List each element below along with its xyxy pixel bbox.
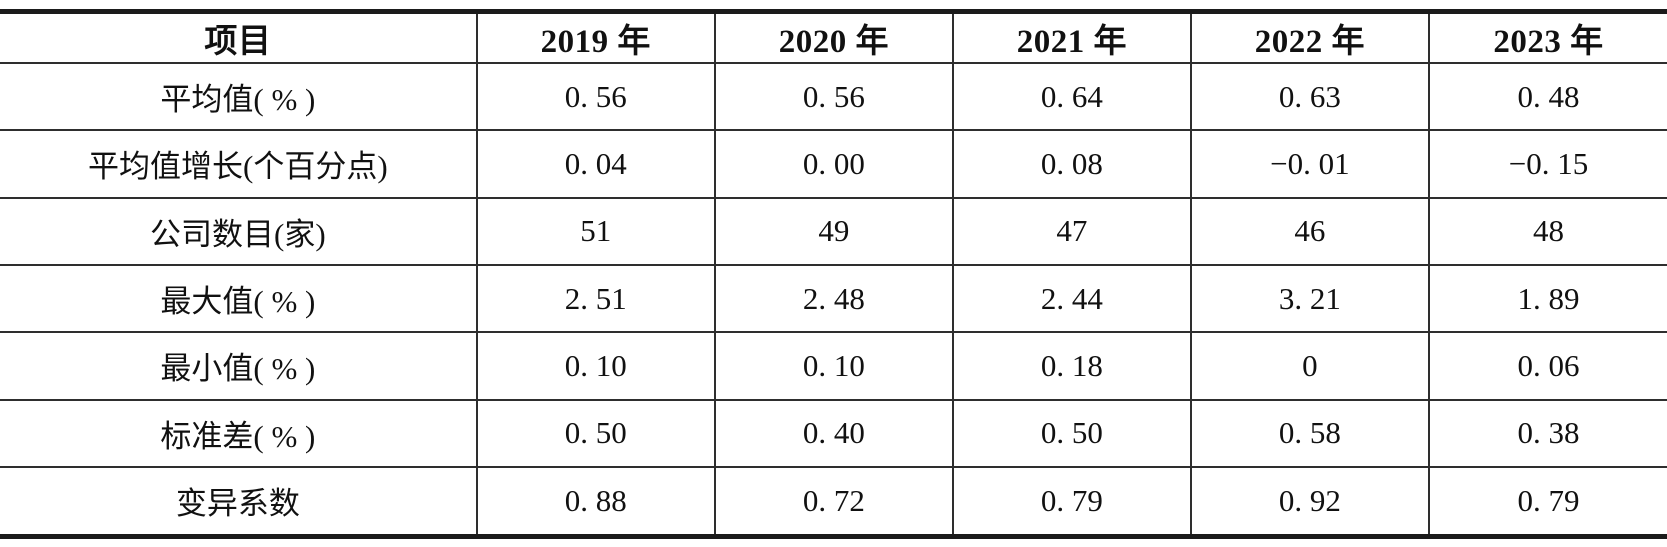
column-header-2022: 2022 年 <box>1190 11 1430 64</box>
statistics-table: 项目 2019 年 2020 年 2021 年 2022 年 2023 年 平均… <box>0 9 1667 539</box>
table-cell: 0. 08 <box>952 130 1192 199</box>
column-header-2020: 2020 年 <box>714 11 954 64</box>
table-cell: 48 <box>1428 197 1667 266</box>
table-row-stddev: 标准差( % ) 0. 50 0. 40 0. 50 0. 58 0. 38 <box>0 399 1667 468</box>
table-row-mean: 平均值( % ) 0. 56 0. 56 0. 64 0. 63 0. 48 <box>0 63 1667 132</box>
table-row-coef-variation: 变异系数 0. 88 0. 72 0. 79 0. 92 0. 79 <box>0 466 1667 538</box>
table-cell: 0. 48 <box>1428 63 1667 132</box>
row-label-stddev: 标准差( % ) <box>0 399 478 468</box>
table-cell: 0. 92 <box>1190 466 1430 538</box>
column-header-2019: 2019 年 <box>476 11 716 64</box>
table-row-min: 最小值( % ) 0. 10 0. 10 0. 18 0 0. 06 <box>0 332 1667 401</box>
table-cell: −0. 15 <box>1428 130 1667 199</box>
table-cell: 1. 89 <box>1428 264 1667 334</box>
table-cell: −0. 01 <box>1190 130 1430 199</box>
table-row-mean-growth: 平均值增长(个百分点) 0. 04 0. 00 0. 08 −0. 01 −0.… <box>0 130 1667 199</box>
row-label-mean: 平均值( % ) <box>0 63 478 132</box>
table-cell: 0. 79 <box>1428 466 1667 538</box>
column-header-item: 项目 <box>0 11 478 64</box>
table-cell: 0. 18 <box>952 332 1192 401</box>
table-cell: 0. 58 <box>1190 399 1430 468</box>
table-cell: 0. 72 <box>714 466 954 538</box>
table-cell: 2. 48 <box>714 264 954 334</box>
table-cell: 0. 40 <box>714 399 954 468</box>
row-label-min: 最小值( % ) <box>0 332 478 401</box>
table-cell: 2. 51 <box>476 264 716 334</box>
table-cell: 49 <box>714 197 954 266</box>
row-label-company-count: 公司数目(家) <box>0 197 478 266</box>
table-cell: 2. 44 <box>952 264 1192 334</box>
table-cell: 51 <box>476 197 716 266</box>
column-header-2021: 2021 年 <box>952 11 1192 64</box>
table-cell: 0. 50 <box>476 399 716 468</box>
table-row-max: 最大值( % ) 2. 51 2. 48 2. 44 3. 21 1. 89 <box>0 264 1667 334</box>
table-cell: 0. 64 <box>952 63 1192 132</box>
table-cell: 0. 50 <box>952 399 1192 468</box>
table-cell: 47 <box>952 197 1192 266</box>
table-cell: 0. 10 <box>714 332 954 401</box>
row-label-coef-variation: 变异系数 <box>0 466 478 538</box>
table-cell: 0. 63 <box>1190 63 1430 132</box>
table-cell: 0. 10 <box>476 332 716 401</box>
table-cell: 0. 56 <box>714 63 954 132</box>
table-cell: 3. 21 <box>1190 264 1430 334</box>
table-cell: 0. 56 <box>476 63 716 132</box>
table-cell: 0. 00 <box>714 130 954 199</box>
table-cell: 0. 88 <box>476 466 716 538</box>
table-row-company-count: 公司数目(家) 51 49 47 46 48 <box>0 197 1667 266</box>
table-cell: 0 <box>1190 332 1430 401</box>
table-cell: 0. 79 <box>952 466 1192 538</box>
table-header-row: 项目 2019 年 2020 年 2021 年 2022 年 2023 年 <box>0 11 1667 64</box>
table-cell: 0. 38 <box>1428 399 1667 468</box>
row-label-mean-growth: 平均值增长(个百分点) <box>0 130 478 199</box>
table-cell: 0. 04 <box>476 130 716 199</box>
table-cell: 0. 06 <box>1428 332 1667 401</box>
row-label-max: 最大值( % ) <box>0 264 478 334</box>
table-cell: 46 <box>1190 197 1430 266</box>
column-header-2023: 2023 年 <box>1428 11 1667 64</box>
